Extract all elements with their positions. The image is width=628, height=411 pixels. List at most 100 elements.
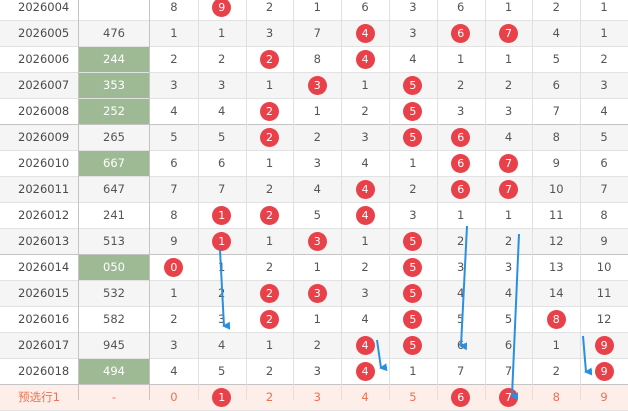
digit-cell: 2 [409, 182, 417, 196]
digit-cell: 1 [218, 26, 226, 40]
digit-cell: 4 [457, 286, 465, 300]
row-divider [0, 72, 628, 73]
row-divider [0, 306, 628, 307]
digit-cell: 2 [600, 52, 608, 66]
period-cell: 2026010 [18, 156, 70, 170]
hit-ball: 5 [403, 309, 423, 329]
digit-cell: 14 [548, 286, 564, 300]
digit-cell: 1 [504, 208, 513, 222]
column-divider [437, 0, 438, 400]
digit-cell: 9 [552, 156, 560, 170]
table-row: 2026004 8 9 2 1 6 3 6 1 2 1 [0, 0, 628, 20]
digit-cell: 2 [457, 78, 465, 92]
digit-cell: 5 [313, 208, 321, 222]
hit-ball: 6 [451, 179, 471, 199]
digit-cell: 7 [485, 176, 533, 202]
hit-ball: 0 [164, 257, 184, 277]
digit-cell: 9 [580, 332, 628, 358]
digit-cell: 3 [313, 156, 321, 170]
digit-cell: 7 [218, 182, 226, 196]
row-divider [0, 150, 628, 151]
digit-cell: 2 [504, 234, 513, 248]
digit-cell: 2 [265, 364, 274, 378]
digit-cell: 2 [552, 364, 560, 378]
period-cell: 2026007 [18, 78, 70, 92]
digit-cell: 11 [548, 208, 564, 222]
hit-ball: 5 [403, 257, 423, 277]
digit-cell: 2 [313, 130, 321, 144]
digit-cell: 2 [552, 0, 560, 14]
digit-cell: 1 [409, 156, 417, 170]
digit-cell: 1 [265, 338, 274, 352]
digit-cell: 3 [504, 260, 513, 274]
digit-cell: 5 [552, 52, 560, 66]
digit-cell: 1 [313, 260, 321, 274]
hit-ball: 1 [212, 231, 232, 251]
table-row: 2026006 244 2 2 2 8 4 4 1 1 5 2 [0, 46, 628, 72]
digit-cell: 10 [596, 260, 612, 274]
digit-cell: 1 [170, 26, 178, 40]
digit-cell: 3 [361, 286, 369, 300]
hit-ball: 2 [259, 205, 279, 225]
digit-cell: 2 [361, 104, 369, 118]
row-divider [0, 124, 628, 125]
digit-cell: 1 [409, 364, 417, 378]
column-divider [78, 0, 79, 400]
table-row: 2026005 476 1 1 3 7 4 3 6 7 4 1 [0, 20, 628, 46]
digit-cell: 4 [361, 390, 369, 404]
digit-cell: 11 [596, 286, 612, 300]
digit-cell: 3 [170, 338, 178, 352]
digit-cell: 7 [600, 182, 608, 196]
digit-cell: 5 [457, 312, 465, 326]
digit-cell: 6 [457, 338, 465, 352]
digit-cell: 4 [341, 202, 389, 228]
number-cell: 532 [103, 286, 125, 300]
column-divider [341, 0, 342, 400]
digit-cell: 8 [532, 306, 580, 332]
digit-cell: 1 [457, 208, 465, 222]
digit-cell: 3 [218, 78, 226, 92]
column-divider [532, 0, 533, 400]
digit-cell: 7 [457, 364, 465, 378]
hit-ball: 4 [355, 205, 375, 225]
digit-cell: 6 [437, 176, 485, 202]
digit-cell: 2 [313, 338, 321, 352]
hit-ball: 4 [355, 179, 375, 199]
digit-cell: 2 [246, 306, 294, 332]
digit-cell: 3 [293, 228, 341, 254]
digit-cell: 4 [552, 26, 560, 40]
digit-cell: 8 [313, 52, 321, 66]
hit-ball: 5 [403, 283, 423, 303]
digit-cell: 2 [265, 390, 274, 404]
digit-cell: 1 [552, 338, 560, 352]
hit-ball: 5 [403, 127, 423, 147]
digit-cell: 12 [596, 312, 612, 326]
digit-cell: 7 [485, 20, 533, 46]
digit-cell: 3 [600, 78, 608, 92]
digit-cell: 7 [485, 150, 533, 176]
predict-label: 预选行1 [18, 390, 60, 404]
digit-cell: 1 [265, 234, 274, 248]
digit-cell: 1 [313, 312, 321, 326]
digit-cell: 2 [265, 0, 274, 14]
hit-ball: 2 [259, 49, 279, 69]
digit-cell: 4 [170, 364, 178, 378]
period-cell: 2026017 [18, 338, 70, 352]
table-row: 2026010 667 6 6 1 3 4 1 6 7 9 6 [0, 150, 628, 176]
row-divider [0, 176, 628, 177]
number-cell: 513 [103, 234, 125, 248]
digit-cell: 3 [313, 364, 321, 378]
number-cell: 265 [103, 130, 125, 144]
digit-cell: 1 [265, 78, 274, 92]
number-cell: 244 [79, 46, 149, 72]
hit-ball: 7 [498, 23, 518, 43]
hit-ball: 1 [212, 205, 232, 225]
digit-cell: 5 [218, 364, 226, 378]
period-cell: 2026012 [18, 208, 70, 222]
digit-cell: 4 [600, 104, 608, 118]
number-cell: 582 [103, 312, 125, 326]
digit-cell: 2 [170, 52, 178, 66]
digit-cell: 3 [218, 312, 226, 326]
period-cell: 2026013 [18, 234, 70, 248]
digit-cell: 6 [361, 0, 369, 14]
